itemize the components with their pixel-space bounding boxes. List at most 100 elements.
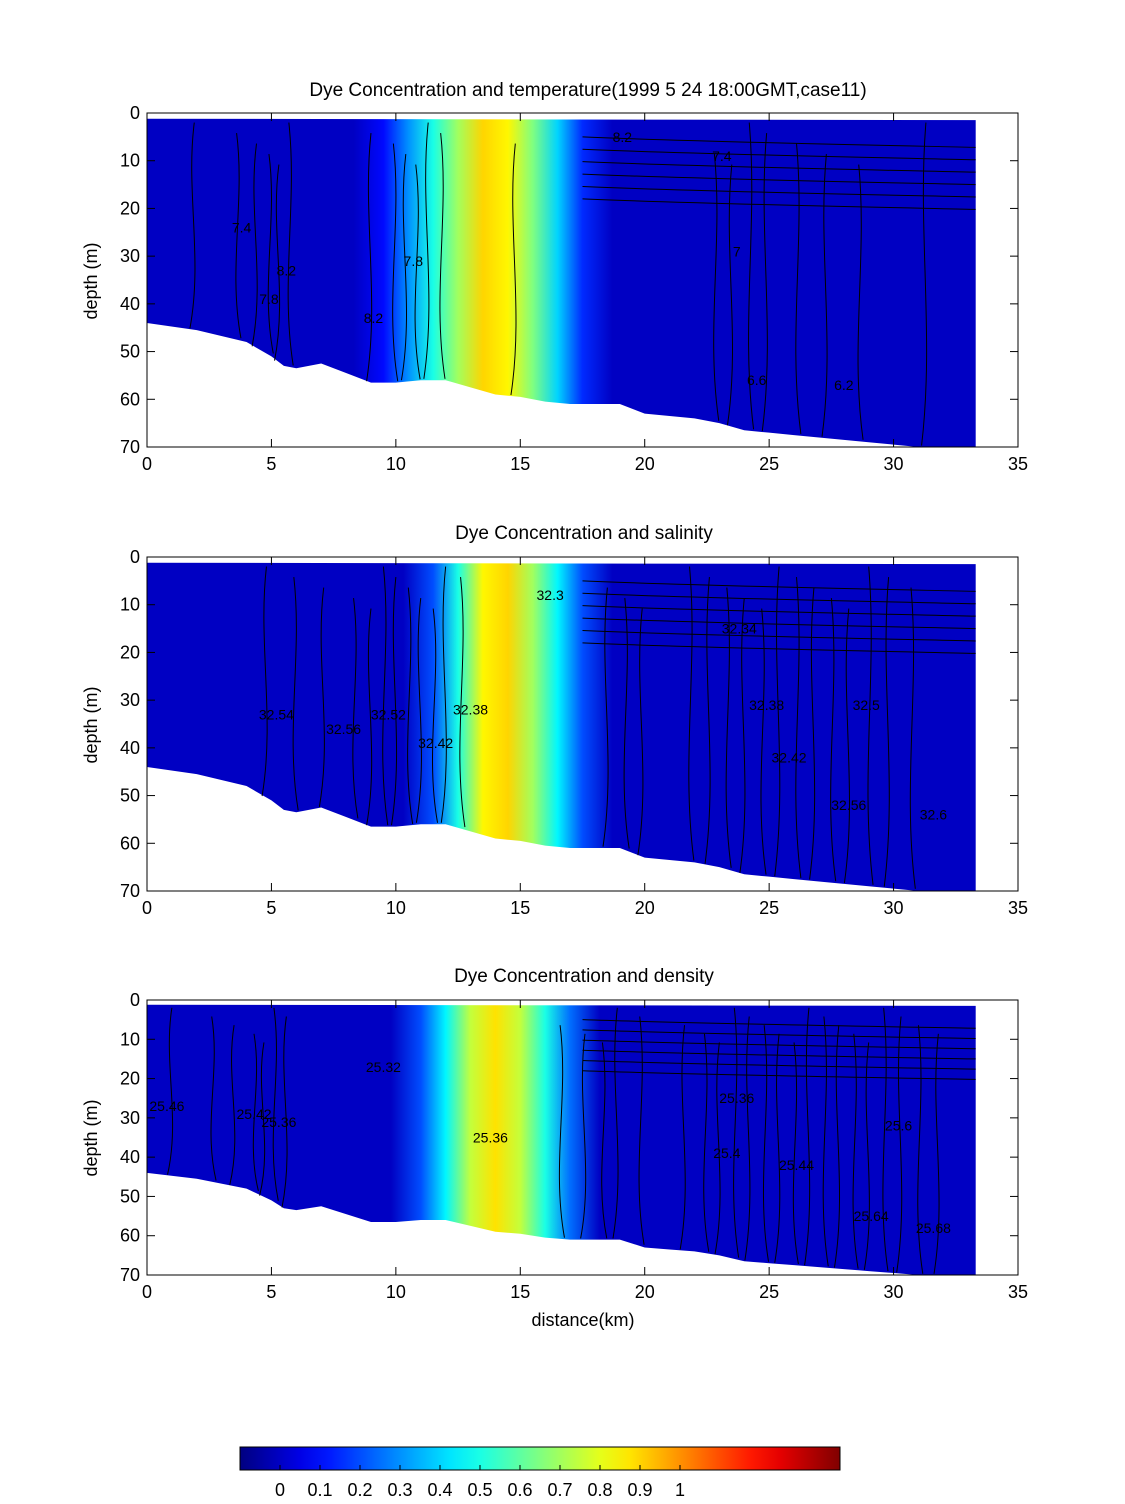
y-tick-label: 40 xyxy=(120,738,140,758)
contour-line xyxy=(713,153,720,421)
colorbar-tick-label: 1 xyxy=(675,1480,685,1500)
contour-line xyxy=(857,164,864,440)
contour-line xyxy=(602,587,609,847)
contour-label: 25.68 xyxy=(916,1220,951,1236)
axes-frame xyxy=(146,556,1019,892)
contour-line xyxy=(637,608,644,856)
contour-line xyxy=(933,1033,940,1274)
contour-line xyxy=(688,566,695,861)
x-tick-label: 5 xyxy=(266,454,276,474)
contour-line xyxy=(582,605,976,617)
contour-line xyxy=(792,1042,799,1265)
y-tick-label: 0 xyxy=(130,103,140,123)
y-tick-label: 60 xyxy=(120,1226,140,1246)
contour-line xyxy=(582,642,976,654)
contour-line xyxy=(459,576,466,828)
colorbar-tick-label: 0.7 xyxy=(547,1480,572,1500)
contour-label: 8.2 xyxy=(613,129,633,145)
colorbar-tick-label: 0.2 xyxy=(347,1480,372,1500)
contour-line xyxy=(261,566,268,797)
density-panel: Dye Concentration and density depth (m) … xyxy=(81,966,1028,1330)
colorbar-tick-label: 0 xyxy=(275,1480,285,1500)
contour-line xyxy=(822,1016,829,1267)
contour-line xyxy=(252,1033,259,1192)
x-tick-label: 5 xyxy=(266,1282,276,1302)
contour-lines xyxy=(167,1007,976,1274)
contour-lines xyxy=(189,122,976,446)
contour-line xyxy=(909,587,916,889)
contour-line xyxy=(432,608,439,823)
contour-line xyxy=(423,122,430,379)
contour-label: 32.56 xyxy=(831,797,866,813)
contour-line xyxy=(366,608,373,826)
contour-line xyxy=(760,608,767,875)
contour-line xyxy=(415,597,422,823)
contour-line xyxy=(407,587,414,825)
contour-line xyxy=(281,1016,288,1208)
colorbar-tick-label: 0.9 xyxy=(627,1480,652,1500)
contour-line xyxy=(274,164,281,361)
contour-line xyxy=(774,1033,781,1263)
contour-label: 7.4 xyxy=(232,220,252,236)
contour-line xyxy=(774,566,781,877)
contour-line xyxy=(318,587,325,808)
contour-line xyxy=(391,576,398,826)
y-tick-label: 0 xyxy=(130,547,140,567)
contour-label: 25.46 xyxy=(149,1098,184,1114)
colorbar-tick-label: 0.4 xyxy=(427,1480,452,1500)
contour-line xyxy=(582,629,976,642)
x-tick-label: 0 xyxy=(142,1282,152,1302)
dye-field xyxy=(147,118,976,448)
contour-line xyxy=(582,136,976,148)
contour-line xyxy=(582,1049,976,1060)
contour-label: 6.2 xyxy=(834,377,854,393)
x-tick-label: 10 xyxy=(386,454,406,474)
dye-field xyxy=(147,562,976,891)
axes-frame xyxy=(146,112,1019,448)
contour-lines xyxy=(261,566,976,889)
x-tick-label: 20 xyxy=(635,454,655,474)
contour-line xyxy=(882,1007,889,1272)
contour-line xyxy=(229,1025,236,1186)
x-tick-label: 25 xyxy=(759,898,779,918)
contour-line xyxy=(582,148,976,161)
y-tick-label: 30 xyxy=(120,246,140,266)
y-tick-label: 50 xyxy=(120,786,140,806)
contour-line xyxy=(400,153,408,381)
contour-line xyxy=(287,122,294,366)
x-tick-label: 20 xyxy=(635,1282,655,1302)
contour-label: 7 xyxy=(733,243,741,259)
contour-line xyxy=(833,1025,841,1268)
y-tick-label: 10 xyxy=(120,1029,140,1049)
contour-line xyxy=(795,576,802,878)
contour-line xyxy=(439,132,446,379)
contour-label: 32.34 xyxy=(722,621,757,637)
x-tick-label: 5 xyxy=(266,898,276,918)
contour-line xyxy=(733,1007,740,1258)
contour-line xyxy=(804,1007,811,1266)
contour-line xyxy=(582,592,976,605)
contour-line xyxy=(744,1016,751,1261)
contour-line xyxy=(382,566,389,826)
dye-field xyxy=(147,1004,976,1275)
contour-label: 7.8 xyxy=(259,291,279,307)
contour-line xyxy=(267,153,274,354)
contour-label: 32.52 xyxy=(371,706,406,722)
y-tick-label: 30 xyxy=(120,1108,140,1128)
contour-line xyxy=(843,608,850,883)
y-tick-label: 20 xyxy=(120,642,140,662)
contour-label: 25.42 xyxy=(236,1106,271,1122)
contour-label: 32.5 xyxy=(853,697,880,713)
panel-title: Dye Concentration and salinity xyxy=(455,523,713,544)
contour-label: 32.42 xyxy=(418,735,453,751)
contour-line xyxy=(582,580,976,592)
contour-line xyxy=(582,617,976,630)
contour-line xyxy=(580,1033,587,1239)
y-tick-label: 50 xyxy=(120,342,140,362)
contour-label: 8.2 xyxy=(364,310,384,326)
x-tick-label: 0 xyxy=(142,898,152,918)
contour-line xyxy=(510,143,517,396)
contour-line xyxy=(582,173,976,186)
contour-line xyxy=(704,576,711,864)
